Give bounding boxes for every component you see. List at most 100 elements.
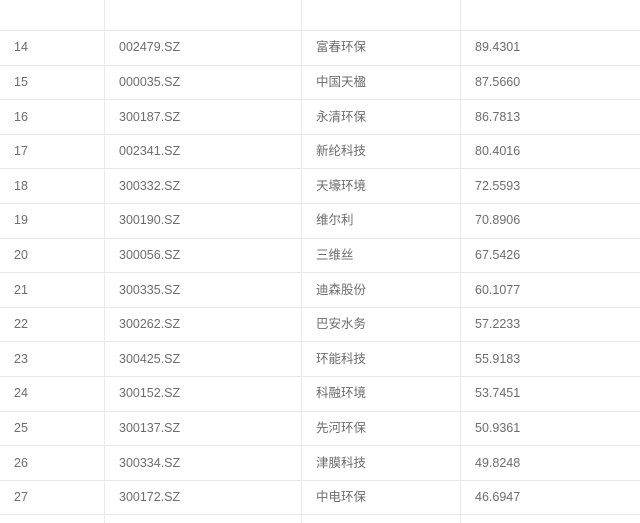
cell-text-name: 先河环保	[316, 420, 367, 435]
table-row[interactable]: 14 002479.SZ 富春环保 89.4301	[0, 30, 640, 66]
table-cell-code: 300056.SZ	[104, 238, 302, 274]
table-cell-name: 迪森股份	[301, 272, 461, 308]
table-cell-name: 中国天楹	[301, 65, 461, 101]
cell-text-name: 天壕环境	[316, 178, 367, 193]
table-cell-value: 60.1077	[460, 272, 640, 308]
table-cell-value: 80.4016	[460, 134, 640, 170]
cell-text-code: 300425.SZ	[119, 351, 181, 366]
table-row[interactable]: 19 300190.SZ 维尔利 70.8906	[0, 203, 640, 239]
table-row[interactable]: 24 300152.SZ 科融环境 53.7451	[0, 376, 640, 412]
table-cell-rank: 28	[0, 514, 105, 523]
table-cell-rank: 25	[0, 411, 105, 447]
table-row[interactable]: 27 300172.SZ 中电环保 46.6947	[0, 480, 640, 516]
cell-text-name: 维尔利	[316, 213, 354, 228]
cell-text-name: 中国天楹	[316, 74, 367, 89]
table-cell-rank: 18	[0, 168, 105, 205]
table-row[interactable]: 20 300056.SZ 三维丝 67.5426	[0, 238, 640, 274]
table-cell-value: 42.1822	[460, 514, 640, 523]
cell-text-value: 53.7451	[475, 386, 521, 401]
table-cell-name: 维尔利	[301, 203, 461, 239]
cell-text-code: 002341.SZ	[119, 144, 181, 159]
table-cell-name	[301, 0, 461, 32]
table-cell-rank: 27	[0, 480, 105, 516]
cell-text-value: 55.9183	[475, 351, 521, 366]
cell-text-name: 三维丝	[316, 247, 354, 262]
table-cell-code: 002341.SZ	[104, 134, 302, 170]
table-cell-name: 巴安水务	[301, 307, 461, 343]
table-cell-name: 中电环保	[301, 480, 461, 516]
table-cell-code: 300335.SZ	[104, 272, 302, 308]
cell-text-code: 300332.SZ	[119, 178, 181, 193]
table-cell-name: 富春环保	[301, 30, 461, 66]
cell-text-name: 永清环保	[316, 109, 367, 124]
cell-text-rank: 16	[14, 109, 28, 124]
cell-text-value: 72.5593	[475, 178, 521, 193]
table-cell-rank: 23	[0, 341, 105, 378]
cell-text-code: 300056.SZ	[119, 247, 181, 262]
table-cell-rank: 17	[0, 134, 105, 170]
cell-text-name: 环能科技	[316, 351, 367, 366]
cell-text-rank: 15	[14, 74, 28, 89]
table-row[interactable]: 18 300332.SZ 天壕环境 72.5593	[0, 168, 640, 205]
cell-text-code: 300335.SZ	[119, 282, 181, 297]
table-cell-code	[104, 0, 302, 32]
cell-text-code: 300190.SZ	[119, 213, 181, 228]
cell-text-value: 67.5426	[475, 247, 521, 262]
cell-text-name: 津膜科技	[316, 455, 367, 470]
cell-text-name: 富春环保	[316, 40, 367, 55]
table-cell-code: 300332.SZ	[104, 168, 302, 205]
table-cell-name: 天壕环境	[301, 168, 461, 205]
cell-text-rank: 21	[14, 282, 28, 297]
cell-text-code: 300137.SZ	[119, 420, 181, 435]
table-cell-name: 先河环保	[301, 411, 461, 447]
table-cell-name: 新纶科技	[301, 134, 461, 170]
cell-text-code: 000035.SZ	[119, 74, 181, 89]
table-cell-code: 300137.SZ	[104, 411, 302, 447]
table-row[interactable]: 21 300335.SZ 迪森股份 60.1077	[0, 272, 640, 308]
cell-text-value: 89.4301	[475, 40, 521, 55]
table-cell-rank: 19	[0, 203, 105, 239]
cell-text-name: 中电环保	[316, 490, 367, 505]
table-cell-code: 300425.SZ	[104, 341, 302, 378]
table-cell-code: 300422.SZ	[104, 514, 302, 523]
cell-text-rank: 22	[14, 317, 28, 332]
table-row[interactable]: 23 300425.SZ 环能科技 55.9183	[0, 341, 640, 378]
cell-text-value: 70.8906	[475, 213, 521, 228]
table-cell-value: 55.9183	[460, 341, 640, 378]
cell-text-name: 科融环境	[316, 386, 367, 401]
table-cell-code: 300187.SZ	[104, 99, 302, 135]
table-cell-code: 002479.SZ	[104, 30, 302, 66]
table-cell-code: 300152.SZ	[104, 376, 302, 412]
table-cell-value: 89.4301	[460, 30, 640, 66]
table-cell-value: 67.5426	[460, 238, 640, 274]
table-row[interactable]: 28300422.SZ博世科42.1822	[0, 514, 640, 523]
table-cell-value: 57.2233	[460, 307, 640, 343]
table-row[interactable]: 15 000035.SZ 中国天楹 87.5660	[0, 65, 640, 101]
table-cell-value: 49.8248	[460, 445, 640, 481]
cell-text-name: 巴安水务	[316, 317, 367, 332]
table-row-partial-top	[0, 0, 640, 32]
cell-text-code: 300262.SZ	[119, 317, 181, 332]
table-row[interactable]: 22 300262.SZ 巴安水务 57.2233	[0, 307, 640, 343]
cell-text-code: 300187.SZ	[119, 109, 181, 124]
table-row[interactable]: 26 300334.SZ 津膜科技 49.8248	[0, 445, 640, 481]
cell-text-rank: 18	[14, 178, 28, 193]
table-row[interactable]: 16 300187.SZ 永清环保 86.7813	[0, 99, 640, 135]
table-row[interactable]: 25 300137.SZ 先河环保 50.9361	[0, 411, 640, 447]
table-cell-value: 70.8906	[460, 203, 640, 239]
cell-text-value: 87.5660	[475, 74, 521, 89]
cell-text-value: 57.2233	[475, 317, 521, 332]
table-row[interactable]: 17 002341.SZ 新纶科技 80.4016	[0, 134, 640, 170]
cell-text-name: 迪森股份	[316, 282, 367, 297]
cell-text-rank: 19	[14, 213, 28, 228]
table-cell-code: 300334.SZ	[104, 445, 302, 481]
table-cell-name: 三维丝	[301, 238, 461, 274]
table-cell-value: 46.6947	[460, 480, 640, 516]
table-cell-rank: 26	[0, 445, 105, 481]
table-cell-value	[460, 0, 640, 32]
table-cell-value: 87.5660	[460, 65, 640, 101]
cell-text-rank: 24	[14, 386, 28, 401]
cell-text-value: 86.7813	[475, 109, 521, 124]
cell-text-rank: 26	[14, 455, 28, 470]
